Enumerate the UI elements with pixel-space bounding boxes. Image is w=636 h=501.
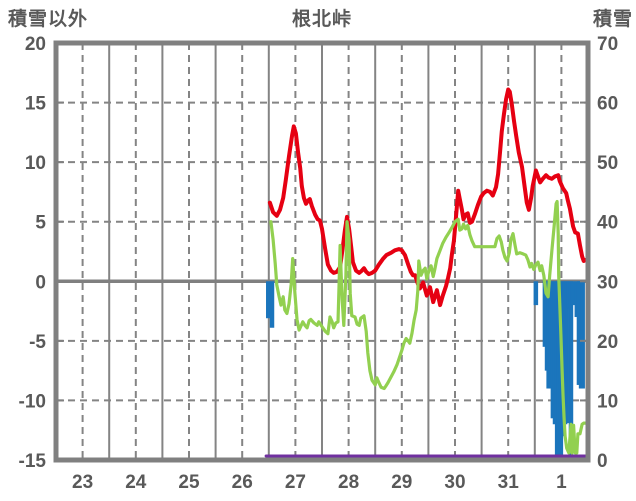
x-tick-label: 23	[72, 472, 93, 493]
y-right-tick-label: 40	[597, 213, 618, 234]
blue-bars	[533, 281, 539, 306]
y-left-tick-label: -5	[29, 332, 46, 353]
y-left-tick-label: 20	[25, 34, 46, 55]
blue-bars	[580, 281, 585, 389]
blue-bars	[570, 281, 576, 306]
chart-title: 根北峠	[291, 9, 352, 30]
x-tick-label: 27	[285, 472, 306, 493]
blue-bars	[266, 281, 271, 319]
x-tick-label: 30	[444, 472, 465, 493]
y-right-tick-label: 0	[597, 451, 608, 472]
x-tick-label: 28	[338, 472, 359, 493]
plot-border	[53, 40, 591, 463]
x-tick-label: 24	[125, 472, 147, 493]
y-left-tick-label: 10	[25, 153, 46, 174]
x-tick-label: 31	[498, 472, 520, 493]
y-right-tick-label: 10	[597, 391, 618, 412]
y-right-tick-label: 70	[597, 34, 618, 55]
y-left-tick-label: -10	[19, 391, 46, 412]
y-right-tick-label: 30	[597, 272, 618, 293]
blue-bars	[269, 281, 275, 328]
blue-bars	[564, 281, 569, 424]
x-tick-label: 29	[391, 472, 412, 493]
x-tick-label: 26	[232, 472, 253, 493]
green-line	[269, 199, 588, 455]
y-right-tick-label: 50	[597, 153, 618, 174]
y-left-tick-label: -15	[19, 451, 47, 472]
left-axis-title: 積雪以外	[8, 9, 89, 30]
y-left-tick-label: 5	[35, 213, 46, 234]
red-line	[267, 87, 588, 308]
y-right-tick-label: 60	[597, 94, 618, 115]
y-right-tick-label: 20	[597, 332, 618, 353]
x-tick-label: 25	[178, 472, 200, 493]
y-left-tick-label: 0	[35, 272, 46, 293]
y-left-tick-label: 15	[25, 94, 47, 115]
right-axis-title: 積雪	[592, 9, 633, 30]
blue-bars	[568, 281, 574, 456]
x-tick-label: 1	[556, 472, 567, 493]
